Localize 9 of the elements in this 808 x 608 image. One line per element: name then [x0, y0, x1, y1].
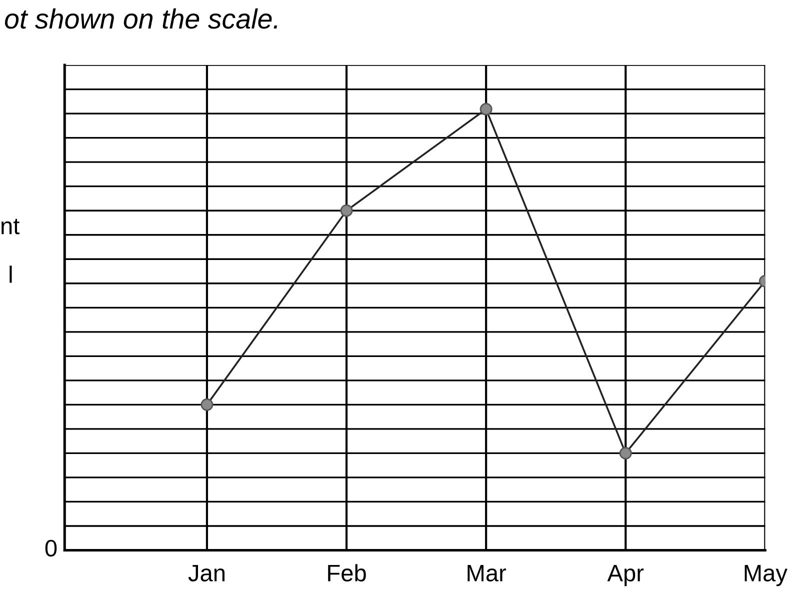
- chart-title: ot shown on the scale.: [4, 8, 278, 29]
- x-tick-label: Feb: [328, 564, 366, 582]
- text: l: [10, 266, 12, 283]
- x-tick-label: May: [744, 564, 788, 586]
- text: 0: [45, 540, 57, 557]
- x-tick-label: Apr: [607, 564, 644, 586]
- x-tick-label: Jan: [188, 564, 224, 582]
- text: nt: [2, 218, 20, 234]
- x-tick-label: Mar: [468, 564, 506, 582]
